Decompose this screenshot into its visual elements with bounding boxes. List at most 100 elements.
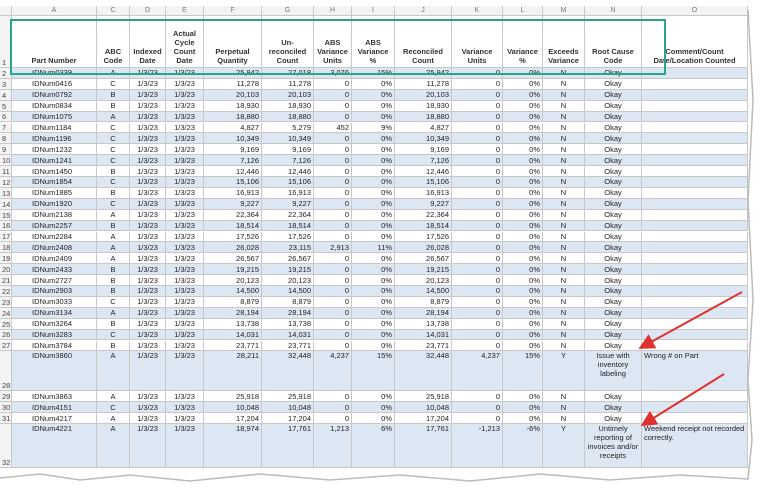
cell: 0% — [352, 220, 395, 232]
cell: 0% — [503, 286, 543, 297]
cell: C — [97, 177, 130, 188]
cell: 1/3/23 — [166, 329, 204, 341]
cell: 1/3/23 — [166, 155, 204, 167]
cell: C — [97, 402, 130, 414]
cell: B — [97, 286, 130, 297]
cell: 0% — [352, 340, 395, 352]
cell: 14,500 — [395, 286, 452, 297]
column-letter: D — [130, 6, 166, 16]
cell: 3,076 — [314, 68, 352, 79]
cell: 0% — [503, 231, 543, 243]
cell: 1/3/23 — [130, 89, 166, 101]
row-number: 11 — [0, 166, 12, 177]
cell: 1/3/23 — [130, 253, 166, 265]
cell: Okay — [585, 68, 642, 79]
column-letter: I — [352, 6, 395, 16]
cell: 0% — [352, 264, 395, 276]
cell: 28,194 — [395, 307, 452, 319]
cell: N — [543, 402, 585, 414]
cell: 15% — [352, 68, 395, 79]
row-number: 25 — [0, 318, 12, 330]
column-letter: F — [204, 6, 262, 16]
cell: IDNum4151 — [12, 402, 97, 414]
cell: 1/3/23 — [130, 100, 166, 112]
cell: 0% — [503, 402, 543, 414]
cell: 17,526 — [204, 231, 262, 243]
cell — [642, 413, 748, 425]
cell: 0% — [352, 413, 395, 425]
column-header: Exceeds Variance — [543, 16, 585, 68]
cell: N — [543, 231, 585, 243]
cell: IDNum3033 — [12, 296, 97, 308]
cell: 17,204 — [395, 413, 452, 425]
cell: IDNum4217 — [12, 413, 97, 425]
cell: 25,942 — [395, 68, 452, 79]
cell: 1/3/23 — [130, 296, 166, 308]
cell: 1/3/23 — [166, 351, 204, 392]
cell: N — [543, 155, 585, 167]
cell: B — [97, 275, 130, 286]
cell: 0% — [352, 275, 395, 286]
cell: 4,237 — [314, 351, 352, 392]
cell: 0 — [452, 133, 503, 145]
cell: 17,204 — [262, 413, 314, 425]
cell: A — [97, 424, 130, 469]
cell: 18,880 — [395, 111, 452, 123]
cell: A — [97, 111, 130, 123]
cell: 0% — [352, 307, 395, 319]
cell — [642, 100, 748, 112]
cell: 20,103 — [262, 89, 314, 101]
cell: 1/3/23 — [166, 296, 204, 308]
cell: 26,567 — [395, 253, 452, 265]
row-number: 26 — [0, 329, 12, 341]
column-letter: O — [642, 6, 748, 16]
cell: IDNum1885 — [12, 187, 97, 199]
cell: IDNum2138 — [12, 209, 97, 221]
cell: 0 — [452, 231, 503, 243]
cell: 28,194 — [262, 307, 314, 319]
cell: 1/3/23 — [130, 264, 166, 276]
cell: A — [97, 391, 130, 403]
cell: 23,115 — [262, 242, 314, 254]
cell: 9,227 — [395, 198, 452, 210]
cell: A — [97, 413, 130, 425]
row-number: 27 — [0, 340, 12, 352]
cell — [642, 307, 748, 319]
cell: IDNum3283 — [12, 329, 97, 341]
cell: B — [97, 220, 130, 232]
cell: Okay — [585, 318, 642, 330]
row-number: 5 — [0, 100, 12, 112]
cell: 0 — [452, 296, 503, 308]
cell — [642, 340, 748, 352]
cell: 0% — [352, 402, 395, 414]
cell: 4,827 — [395, 122, 452, 134]
cell: 1/3/23 — [130, 231, 166, 243]
cell: 0 — [452, 340, 503, 352]
cell: IDNum2257 — [12, 220, 97, 232]
row-number: 17 — [0, 231, 12, 243]
row-number: 8 — [0, 133, 12, 145]
cell: Weekend receipt not recorded correctly. — [642, 424, 748, 469]
cell: 25,918 — [262, 391, 314, 403]
column-header: Un-reconciled Count — [262, 16, 314, 68]
cell: 0% — [503, 68, 543, 79]
cell — [642, 402, 748, 414]
cell: 0% — [503, 155, 543, 167]
cell: Okay — [585, 155, 642, 167]
cell: 19,215 — [395, 264, 452, 276]
cell: 0 — [314, 111, 352, 123]
cell: IDNum1075 — [12, 111, 97, 123]
cell: Issue with inventory labeling — [585, 351, 642, 392]
cell: 0 — [452, 329, 503, 341]
cell: Okay — [585, 264, 642, 276]
cell — [642, 296, 748, 308]
cell: Okay — [585, 89, 642, 101]
cell: IDNum1196 — [12, 133, 97, 145]
cell: 0% — [503, 220, 543, 232]
cell: 15% — [503, 351, 543, 392]
cell: N — [543, 198, 585, 210]
cell: 0 — [314, 100, 352, 112]
cell: N — [543, 68, 585, 79]
cell: IDNum1241 — [12, 155, 97, 167]
cell: 1/3/23 — [166, 122, 204, 134]
